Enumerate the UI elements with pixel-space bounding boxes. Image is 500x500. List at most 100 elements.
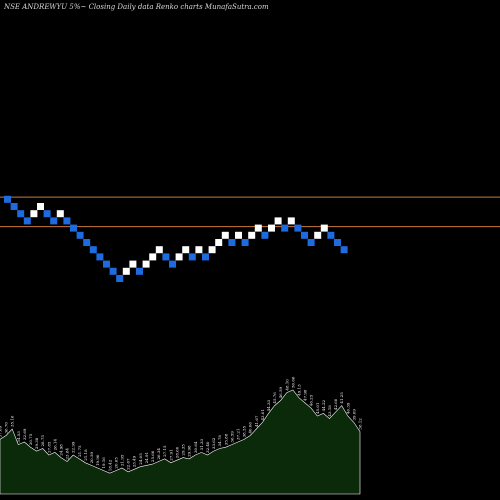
volume-data-label: 27.91 — [168, 449, 173, 460]
renko-brick-up — [155, 246, 163, 254]
volume-data-label: 21.95 — [120, 454, 125, 466]
volume-data-label: 36.59 — [229, 431, 234, 443]
chart-title: NSE ANDREWYU 5%~ Closing Daily data Renk… — [3, 3, 269, 11]
renko-brick-up — [221, 231, 229, 239]
volume-data-label: 32.69 — [22, 428, 27, 440]
renko-brick-down — [162, 253, 170, 261]
volume-series — [0, 389, 361, 495]
renko-brick-down — [307, 239, 315, 246]
volume-data-label: 48.10 — [284, 379, 289, 391]
volume-data-label: 31.33 — [199, 438, 204, 450]
renko-brick-down — [327, 231, 335, 239]
volume-data-label: 30.75 — [28, 433, 33, 445]
renko-brick-up — [175, 253, 183, 261]
renko-brick-down — [50, 217, 58, 225]
volume-data-label: 35.88 — [223, 433, 228, 445]
renko-brick-down — [294, 224, 302, 232]
renko-brick-up — [149, 253, 157, 261]
renko-brick-down — [281, 224, 289, 232]
volume-data-label: 44.33 — [266, 399, 271, 411]
volume-data-label: 29.98 — [187, 445, 192, 457]
volume-data-label: 21.18 — [83, 449, 88, 461]
volume-data-label: 25.66 — [150, 450, 155, 462]
renko-brick-up — [208, 246, 216, 254]
volume-data-label: 19.16 — [101, 457, 106, 469]
volume-data-label: 45.76 — [272, 392, 277, 404]
volume-data-label: 49.13 — [297, 384, 302, 396]
renko-brick-up — [254, 224, 262, 232]
renko-brick-up — [287, 217, 295, 225]
volume-data-label: 33.62 — [211, 437, 216, 449]
volume-data-label: 44.22 — [321, 399, 326, 411]
renko-brick-up — [56, 210, 64, 218]
volume-data-label: 43.18 — [327, 405, 332, 417]
volume-data-label: 41.25 — [339, 392, 344, 404]
renko-brick-down — [340, 246, 348, 254]
renko-brick-down — [228, 239, 236, 246]
renko-brick-down — [188, 253, 196, 261]
renko-brick-down — [76, 231, 84, 239]
renko-brick-up — [314, 231, 322, 239]
renko-brick-down — [23, 217, 31, 225]
volume-data-label: 28.60 — [174, 446, 179, 458]
renko-brick-down — [89, 246, 97, 254]
volume-data-label: 27.15 — [162, 445, 167, 457]
volume-data-label: 24.98 — [59, 444, 64, 456]
volume-data-label: 30.64 — [193, 441, 198, 453]
renko-brick-up — [122, 267, 130, 275]
renko-brick-up — [182, 246, 190, 254]
volume-data-label: 38.55 — [242, 425, 247, 437]
volume-data-label: 20.65 — [113, 457, 118, 469]
renko-brick-up — [37, 203, 44, 210]
volume-data-label: 42.60 — [333, 398, 338, 410]
renko-brick-down — [17, 210, 25, 218]
volume-data-label: 20.59 — [89, 451, 94, 463]
renko-brick-down — [202, 253, 209, 261]
reference-lines — [0, 196, 500, 228]
renko-brick-up — [235, 231, 242, 239]
renko-bricks — [4, 195, 348, 282]
renko-brick-down — [109, 267, 117, 275]
renko-brick-down — [334, 239, 341, 246]
volume-data-label: 29.38 — [34, 437, 39, 449]
renko-brick-down — [116, 275, 124, 282]
volume-data-label: 26.34 — [156, 448, 161, 460]
volume-data-label: 39.09 — [351, 409, 356, 421]
renko-brick-down — [83, 239, 91, 246]
volume-data-label: 46.59 — [278, 386, 283, 398]
volume-data-label: 19.90 — [95, 454, 100, 466]
renko-brick-down — [70, 224, 77, 232]
renko-brick-up — [30, 210, 38, 218]
volume-data-label: 40.39 — [345, 402, 350, 414]
renko-brick-up — [129, 260, 137, 268]
volume-data-label: 46.25 — [309, 394, 314, 406]
renko-brick-down — [63, 217, 71, 225]
volume-data-label: 37.69 — [0, 425, 3, 437]
volume-data-label: 43.01 — [260, 409, 265, 420]
volume-data-label: 29.35 — [181, 444, 186, 456]
volume-data-label: 45.01 — [315, 403, 320, 414]
renko-brick-down — [4, 195, 11, 203]
renko-brick-down — [169, 260, 176, 268]
volume-data-label: 24.05 — [138, 453, 143, 465]
volume-data-label: 32.40 — [205, 441, 210, 453]
volume-data-label: 40.06 — [248, 422, 253, 434]
volume-data-label: 22.67 — [126, 458, 131, 470]
renko-brick-down — [43, 210, 51, 218]
renko-brick-down — [301, 231, 308, 239]
volume-data-label: 28.75 — [40, 435, 45, 447]
renko-brick-up — [195, 246, 203, 254]
renko-brick-up — [274, 217, 282, 225]
volume-data-label: 18.42 — [107, 459, 112, 471]
volume-data-label: 35.16 — [10, 415, 15, 427]
volume-data-label: 41.67 — [254, 415, 259, 427]
volume-data-label: 50.66 — [290, 376, 295, 388]
renko-brick-down — [241, 239, 249, 246]
renko-brick-down — [96, 253, 104, 261]
renko-brick-up — [248, 231, 256, 239]
renko-brick-up — [142, 260, 150, 268]
volume-data-label: 21.75 — [77, 445, 82, 457]
renko-brick-down — [136, 267, 143, 275]
